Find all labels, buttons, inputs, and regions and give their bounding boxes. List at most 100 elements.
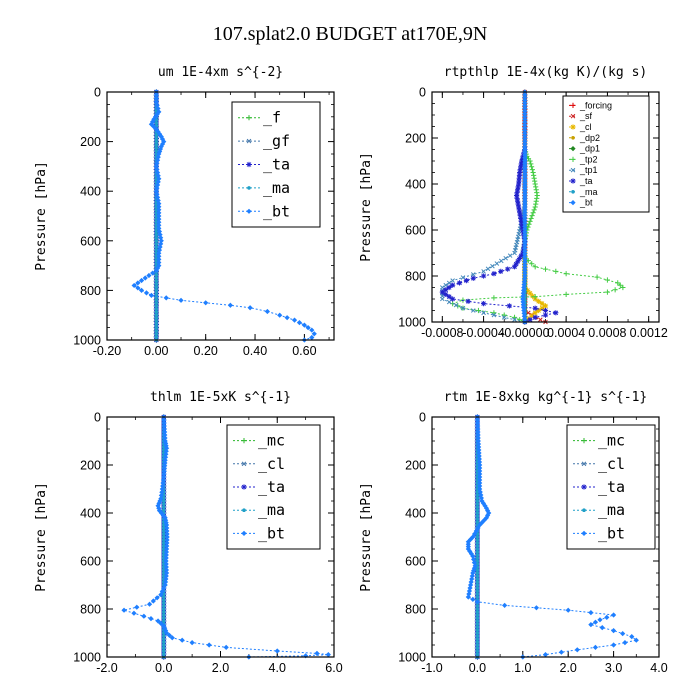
series-bt [520,89,528,325]
plot-frame [431,91,660,323]
data-point [463,278,469,284]
data-point [477,477,483,483]
data-point [532,264,538,270]
data-point [450,282,456,288]
data-point [538,317,543,323]
data-point [162,515,168,521]
data-point [460,305,466,311]
data-point [161,502,166,506]
x-tick-label: 6.0 [325,661,342,675]
legend-box [562,95,650,213]
data-point [498,258,504,264]
data-point [284,315,290,321]
data-point [521,279,527,285]
data-point [154,294,159,299]
data-point [156,204,162,210]
data-point [475,622,480,626]
legend-label: _mc [258,432,285,450]
data-point [154,232,159,237]
data-point [475,538,480,542]
data-point [446,299,452,305]
chart-title: thlm 1E-5xK s^{-1} [150,390,291,405]
legend-label: _ta [258,478,285,496]
data-point [521,310,527,316]
data-point [450,296,456,302]
data-point [532,204,538,210]
data-point [597,617,603,623]
data-point [516,175,522,181]
data-point [533,184,539,190]
legend-label: _sf [579,111,593,121]
data-point [522,105,528,112]
data-point [131,282,137,289]
y-axis-label: Pressure [hPa] [34,482,49,592]
data-point [513,261,519,267]
data-point [154,322,159,327]
y-tick-label: 0 [94,86,101,100]
data-point [522,163,528,169]
legend-marker [246,115,252,121]
x-tick-label: 1.0 [514,661,531,675]
data-point [154,121,159,125]
data-point [274,648,280,654]
legend-marker [582,508,586,512]
legend-label: _forcing [579,100,612,110]
data-point [475,426,481,432]
data-point [522,276,528,282]
data-point [443,291,449,297]
data-point [475,649,480,653]
legend-label: _mc [598,432,625,450]
data-point [301,322,307,328]
data-point [529,261,535,267]
data-point [518,161,524,167]
data-point [475,493,480,497]
data-point [491,271,497,277]
data-point [476,456,482,462]
data-point [507,253,513,258]
data-point [475,583,480,587]
data-point [475,429,481,435]
data-point [156,216,162,222]
data-point [161,634,166,638]
legend-marker [571,136,575,140]
data-point [532,294,538,300]
y-tick-label: 200 [405,459,426,473]
data-point [553,310,559,316]
x-tick-label: 4.0 [650,661,667,675]
data-point [517,167,523,173]
data-point [542,652,549,658]
data-point [475,520,480,524]
data-point [446,284,452,291]
data-point [158,620,164,626]
data-point [522,92,528,98]
data-point [520,305,527,311]
legend-marker [581,461,587,467]
data-point [154,229,159,234]
data-point [522,232,528,238]
data-point [154,332,159,336]
data-point [138,287,145,293]
data-point [475,505,480,509]
data-point [161,640,166,644]
data-point [475,511,480,515]
data-point [520,302,526,308]
data-point [162,579,169,585]
data-point [163,295,169,301]
data-point [161,637,166,641]
data-point [164,531,170,537]
data-point [518,218,524,224]
data-point [516,204,522,210]
data-point [164,537,170,543]
data-point [475,547,480,551]
data-point [475,619,480,623]
data-point [161,643,166,647]
data-point [154,142,159,147]
data-point [155,503,161,509]
data-point [518,253,524,259]
data-point [325,652,331,658]
data-point [156,263,162,269]
data-point [522,256,528,263]
legend-marker [242,508,246,512]
data-point [588,622,594,628]
data-point [475,420,481,426]
